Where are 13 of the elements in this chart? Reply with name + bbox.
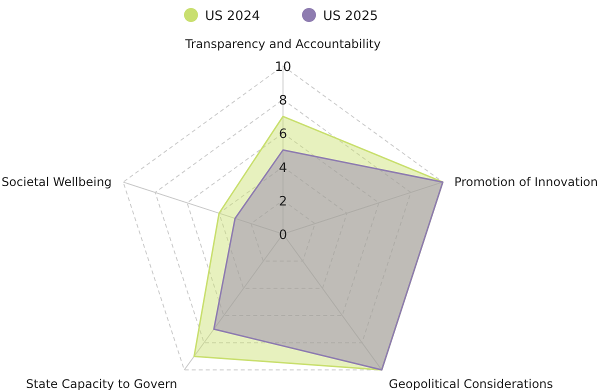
legend-label: US 2024 xyxy=(205,9,260,24)
spoke-label: Promotion of Innovation xyxy=(454,175,598,190)
spoke-label: State Capacity to Govern xyxy=(26,376,178,390)
y-tick-label: 4 xyxy=(278,160,288,176)
y-tick-label: 6 xyxy=(278,127,288,142)
y-tick-label: 0 xyxy=(278,228,288,243)
spoke-label: Societal Wellbeing xyxy=(2,175,112,190)
y-tick-label: 10 xyxy=(274,60,292,75)
y-tick-label: 8 xyxy=(278,94,288,109)
legend-label: US 2025 xyxy=(323,9,378,24)
spoke-label: Transparency and Accountability xyxy=(184,37,381,51)
spoke-label: Geopolitical Considerations xyxy=(388,376,554,390)
y-tick-label: 2 xyxy=(278,194,288,210)
